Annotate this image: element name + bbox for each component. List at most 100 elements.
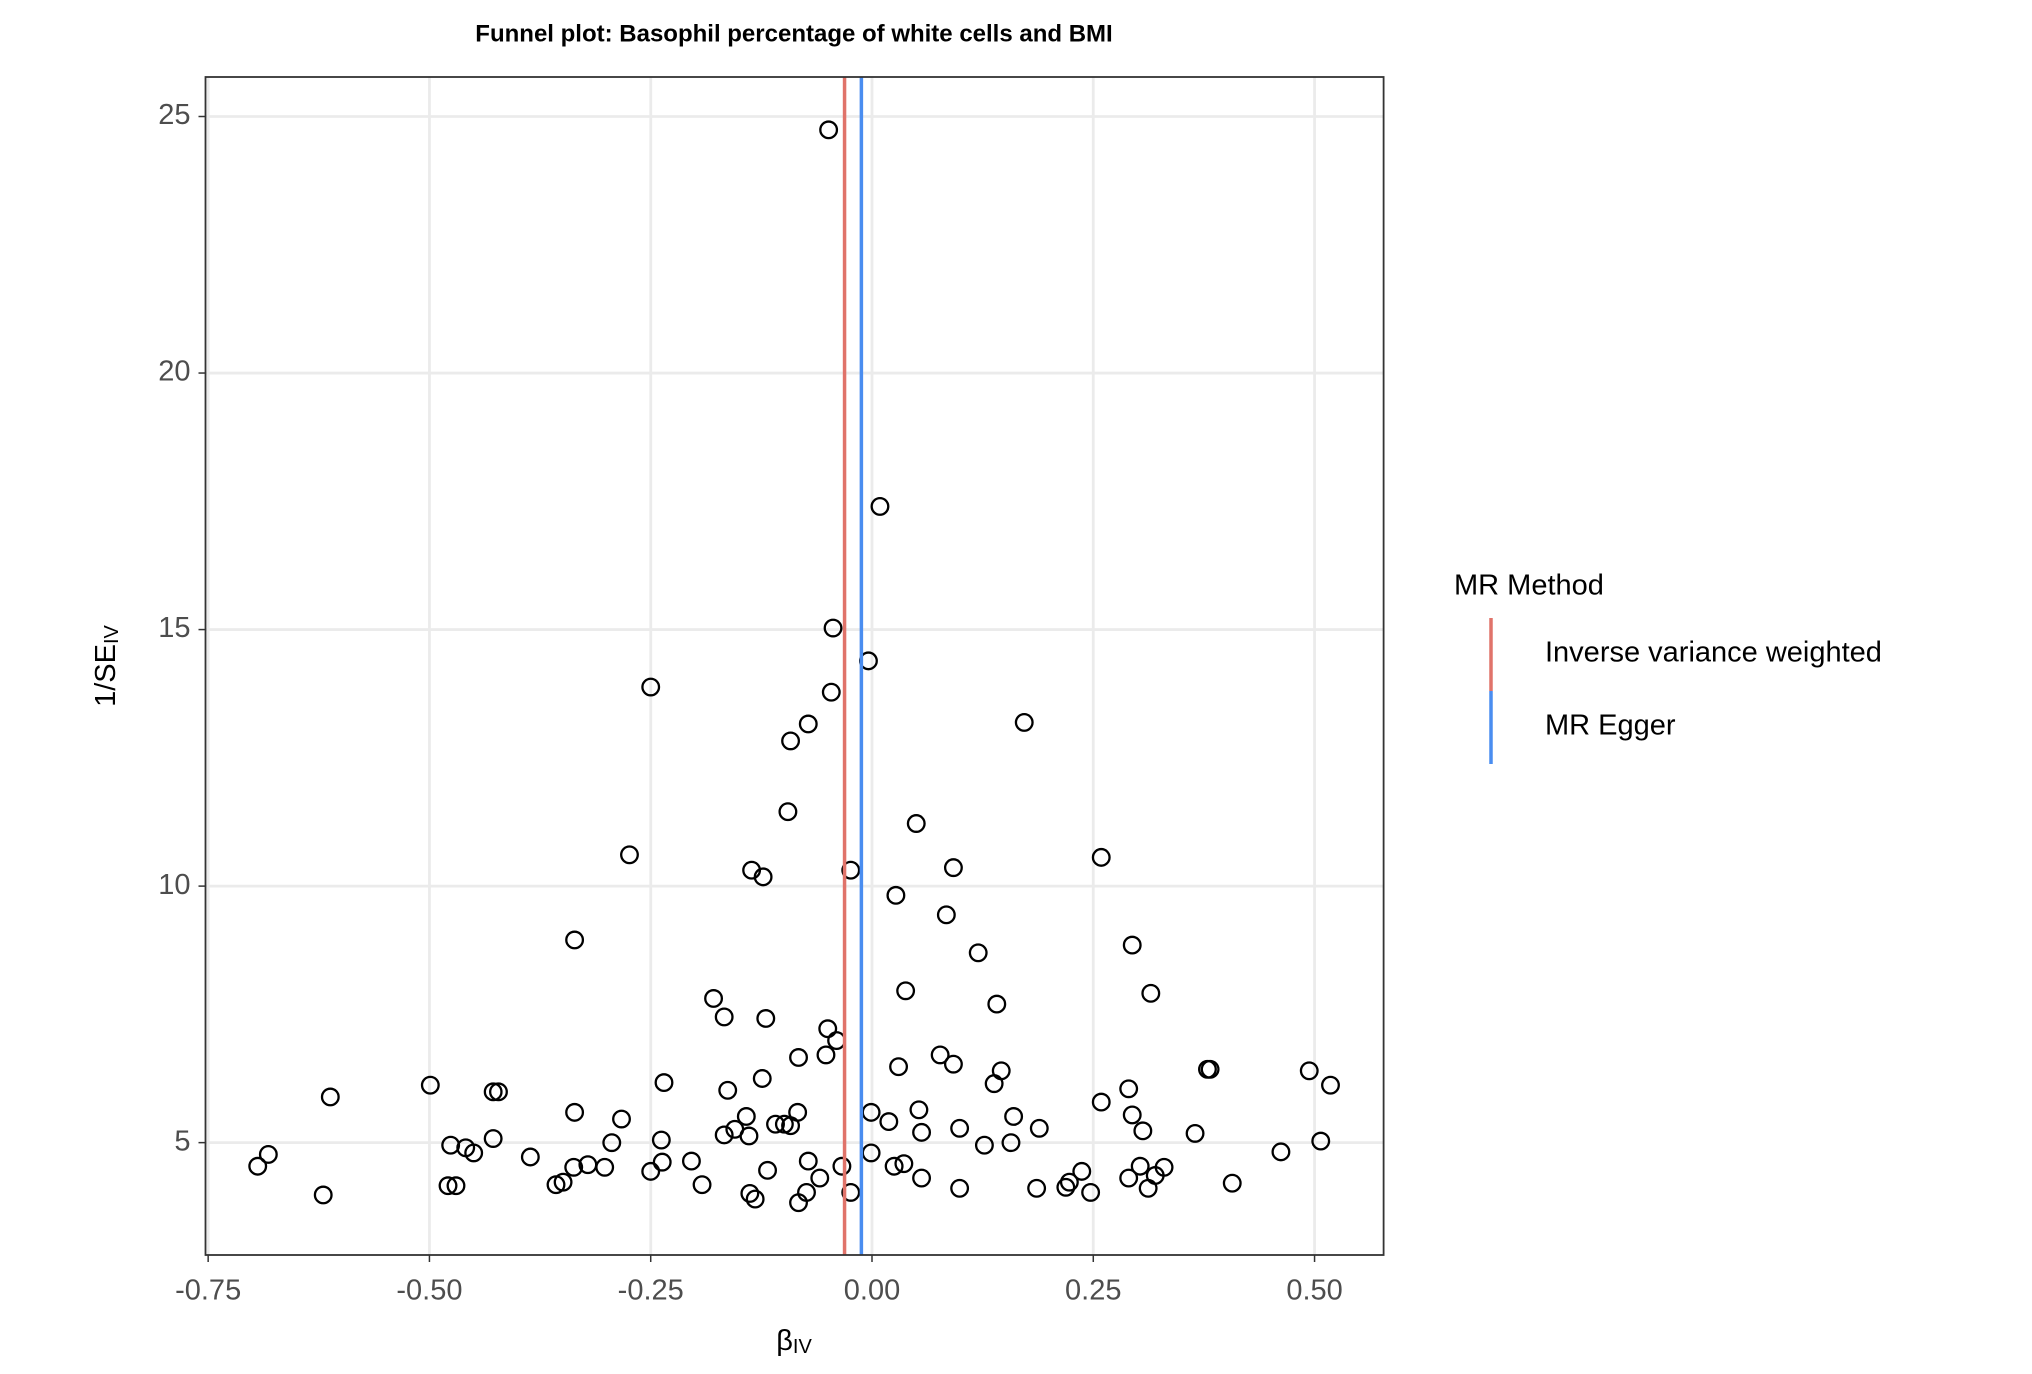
point [489, 1082, 508, 1102]
point [740, 1183, 760, 1203]
point [258, 1144, 278, 1164]
point [420, 1075, 440, 1095]
point [565, 1102, 585, 1122]
point [1091, 1092, 1111, 1112]
point [1141, 983, 1161, 1003]
x-tick-label: -0.25 [618, 1275, 684, 1307]
legend-label: Inverse variance weighted [1545, 637, 1882, 669]
point [758, 1160, 778, 1180]
point [714, 1125, 734, 1145]
point [1200, 1059, 1220, 1079]
point [1299, 1061, 1319, 1081]
point [766, 1114, 785, 1134]
point [1119, 1168, 1139, 1188]
point [714, 1007, 734, 1027]
point [1122, 935, 1142, 955]
point [943, 1054, 963, 1074]
point [1119, 1079, 1139, 1099]
point [564, 1157, 584, 1177]
point [752, 1069, 772, 1088]
point [984, 1074, 1004, 1094]
point [870, 496, 890, 516]
point [595, 1157, 615, 1177]
point [464, 1143, 484, 1163]
point [652, 1152, 672, 1172]
point [781, 1116, 801, 1136]
point [936, 905, 956, 925]
point [553, 1172, 573, 1192]
point [692, 1175, 712, 1195]
point [248, 1156, 268, 1176]
point [950, 1178, 970, 1198]
point [896, 981, 916, 1001]
point [1014, 712, 1034, 732]
point [1001, 1133, 1021, 1153]
point [798, 714, 818, 734]
point [1222, 1173, 1242, 1193]
y-axis-label-sub: IV [101, 624, 123, 644]
chart-title: Funnel plot: Basophil percentage of whit… [475, 20, 1112, 47]
point [950, 1118, 970, 1138]
x-tick-label: -0.50 [396, 1275, 462, 1307]
point [736, 1107, 756, 1126]
x-tick-label: 0.25 [1065, 1275, 1121, 1307]
y-axis-label-main: 1/SE [90, 644, 122, 707]
point [1185, 1123, 1205, 1143]
point [620, 845, 639, 865]
point [1004, 1107, 1024, 1126]
y-axis-label: 1/SEIV [90, 624, 124, 706]
point [912, 1168, 932, 1188]
point [641, 1161, 661, 1181]
point [1133, 1121, 1153, 1141]
plot-border [204, 76, 1385, 1256]
point [798, 1151, 818, 1171]
point [823, 618, 843, 638]
point [565, 930, 585, 950]
y-tick-label: 20 [158, 356, 190, 388]
y-tick-label: 15 [158, 612, 190, 644]
point [1056, 1177, 1076, 1197]
point [651, 1130, 671, 1150]
x-axis-label-main: β [776, 1325, 793, 1357]
point [884, 1156, 904, 1176]
x-axis-label: βIV [776, 1325, 812, 1359]
point [739, 1126, 759, 1146]
point [968, 943, 988, 963]
x-tick-label: -0.75 [175, 1275, 241, 1307]
point [841, 860, 861, 880]
point [906, 814, 926, 833]
point [841, 1182, 861, 1202]
point [930, 1045, 950, 1065]
point [1027, 1178, 1047, 1198]
point [909, 1100, 929, 1120]
point [602, 1133, 622, 1153]
point [987, 994, 1007, 1014]
point [789, 1048, 808, 1067]
point [886, 885, 906, 905]
point [1029, 1118, 1049, 1138]
point [1138, 1178, 1158, 1198]
y-tick-label: 5 [174, 1125, 190, 1157]
legend-title: MR Method [1454, 570, 1604, 602]
point [821, 682, 841, 702]
point [612, 1109, 631, 1129]
point [781, 731, 801, 751]
point [745, 1189, 765, 1209]
point [1091, 847, 1111, 867]
y-tick-label: 10 [158, 869, 190, 901]
point [438, 1176, 458, 1196]
point [912, 1122, 932, 1142]
y-tick-label: 25 [158, 99, 190, 131]
point [654, 1073, 674, 1093]
point [974, 1135, 994, 1155]
point [1081, 1182, 1101, 1202]
point [1321, 1075, 1340, 1095]
point [641, 677, 661, 697]
point [889, 1057, 909, 1077]
point [320, 1087, 340, 1107]
point [753, 867, 773, 887]
point [1059, 1172, 1079, 1192]
x-axis-label-sub: IV [793, 1336, 813, 1358]
x-tick-label: 0.50 [1286, 1275, 1342, 1307]
